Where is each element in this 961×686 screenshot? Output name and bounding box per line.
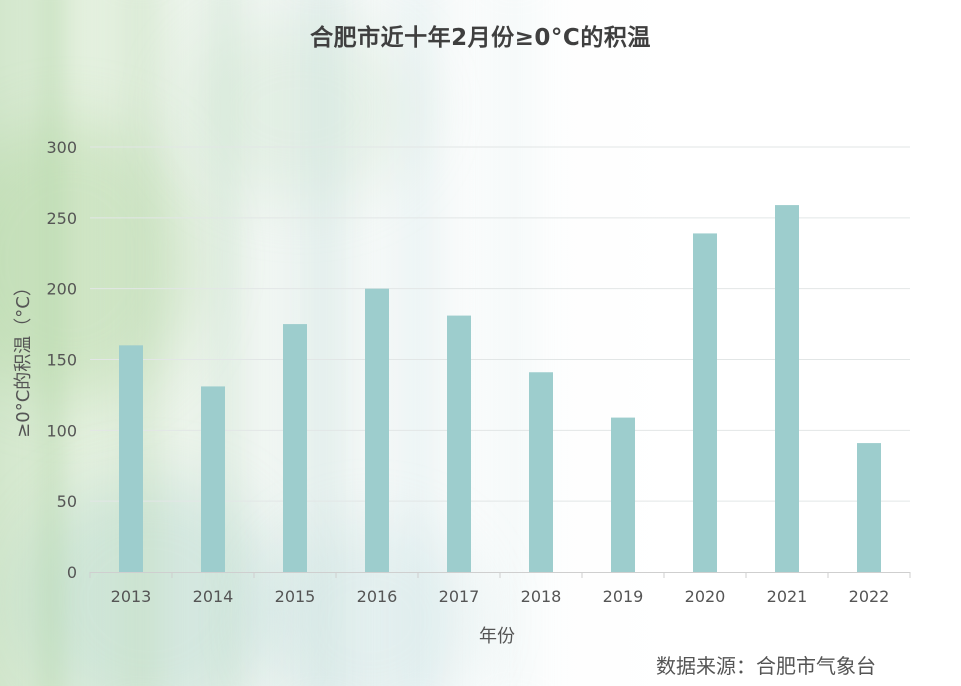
bar-2013 (119, 345, 143, 572)
y-tick-label: 150 (46, 351, 77, 370)
source-note: 数据来源：合肥市气象台 (656, 654, 876, 678)
x-tick-label: 2014 (193, 587, 234, 606)
bar-2021 (775, 205, 799, 573)
x-tick-label: 2015 (275, 587, 316, 606)
bars (119, 205, 881, 573)
y-tick-label: 50 (57, 492, 77, 511)
x-tick-label: 2022 (849, 587, 890, 606)
x-tick-label: 2019 (603, 587, 644, 606)
bar-2022 (857, 443, 881, 572)
x-axis-label: 年份 (479, 626, 515, 647)
x-tick-label: 2021 (767, 587, 808, 606)
y-tick-label: 200 (46, 280, 77, 299)
y-tick-label: 250 (46, 209, 77, 228)
x-tick-label: 2020 (685, 587, 726, 606)
bar-2014 (201, 386, 225, 572)
y-axis-ticks: 0 50 100 150 200 250 300 (46, 138, 77, 582)
chart-title: 合肥市近十年2月份≥0°C的积温 (310, 25, 651, 51)
bar-2017 (447, 315, 471, 572)
x-tick-label: 2016 (357, 587, 398, 606)
x-tick-label: 2013 (111, 587, 152, 606)
y-tick-label: 100 (46, 421, 77, 440)
y-axis-label: ≥0°C的积温（°C） (13, 278, 34, 438)
grid-lines (90, 146, 910, 502)
bar-2018 (529, 372, 553, 572)
y-tick-label: 300 (46, 138, 77, 157)
x-tick-label: 2018 (521, 587, 562, 606)
y-tick-label: 0 (67, 563, 77, 582)
bar-2016 (365, 288, 389, 572)
x-axis (89, 572, 911, 578)
bar-2019 (611, 417, 635, 572)
x-tick-label: 2017 (439, 587, 480, 606)
bar-2020 (693, 233, 717, 572)
x-axis-ticks: 2013 2014 2015 2016 2017 2018 2019 2020 2021 2022 (111, 587, 890, 606)
bar-2015 (283, 324, 307, 572)
